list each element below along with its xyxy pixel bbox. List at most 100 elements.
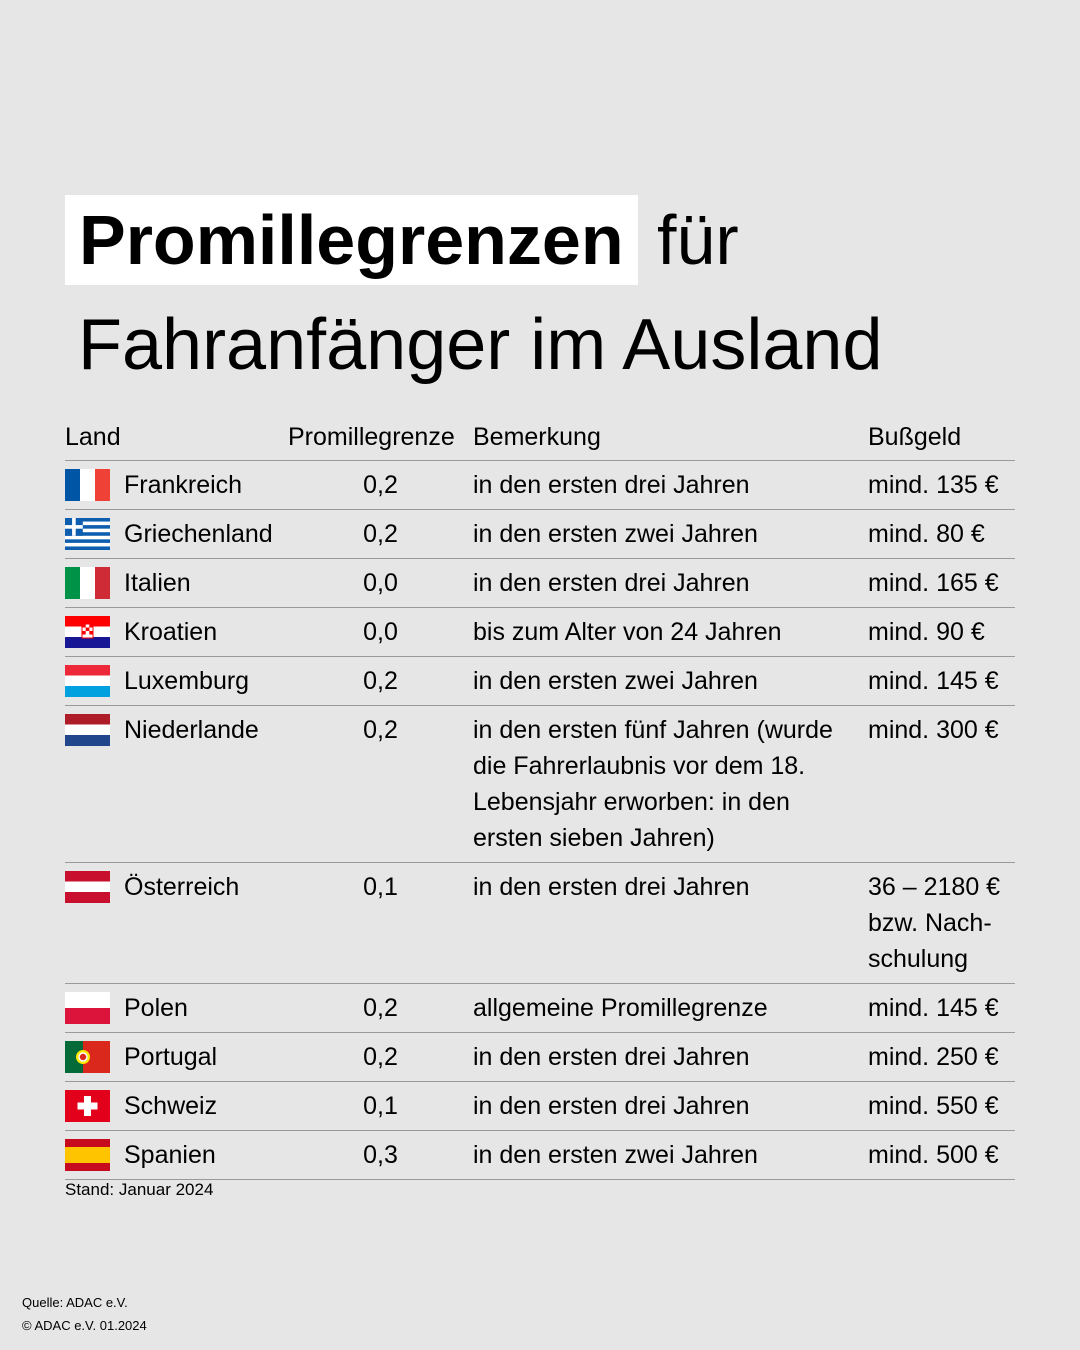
cell: 0,0 (288, 608, 473, 657)
cell-text: in den ersten drei Jahren (473, 471, 750, 499)
flag-part (82, 631, 86, 635)
header-row: Land Promillegrenze Bemerkung Bußgeld (65, 414, 1015, 461)
country-name: Spanien (124, 1141, 216, 1169)
source: Quelle: ADAC e.V. © ADAC e.V. 01.2024 (22, 1291, 147, 1337)
cell: mind. 145 € (868, 984, 1015, 1033)
flag-part (82, 624, 86, 628)
country: Polen (65, 990, 288, 1026)
cell-text: 0,2 (363, 520, 398, 548)
country-name: Luxemburg (124, 667, 250, 695)
cell: 0,1 (288, 863, 473, 984)
table-body: Frankreich 0,2 in den ersten drei Jahren mi… (65, 461, 1015, 1180)
country-name: Italien (124, 569, 191, 597)
flag (65, 518, 110, 550)
cell-text: 0,2 (363, 1043, 398, 1071)
cell-text: mind. 165 € (868, 569, 999, 597)
flag-part (65, 525, 83, 529)
title: Promillegrenzen für (65, 195, 739, 285)
flag-part (65, 616, 110, 627)
country-name: Griechenland (124, 520, 273, 548)
flag-part (65, 521, 110, 526)
column-header: Promillegrenze (288, 423, 455, 451)
table-row: Polen 0,2 allgemeine Promillegrenze mind. 1… (65, 984, 1015, 1033)
cell-text: mind. 80 € (868, 520, 985, 548)
cell: mind. 90 € (868, 608, 1015, 657)
table-row: Schweiz 0,1 in den ersten drei Jahren mind.… (65, 1082, 1015, 1131)
flag-part (65, 1139, 110, 1147)
table-row: Spanien 0,3 in den ersten zwei Jahren mind.… (65, 1131, 1015, 1180)
cell-text: 0,2 (363, 716, 398, 744)
country-name: Schweiz (124, 1092, 218, 1120)
cell-text: 0,2 (363, 471, 398, 499)
cell-text: mind. 145 € (868, 994, 999, 1022)
flag-part (95, 469, 110, 501)
country-name: Kroatien (124, 618, 218, 646)
flag (65, 616, 110, 648)
cell: Portugal (65, 1033, 288, 1082)
cell: Spanien (65, 1131, 288, 1180)
country: Italien (65, 565, 288, 601)
flag-part (89, 624, 93, 628)
table-row: Griechenland 0,2 in den ersten zwei Jahren… (65, 510, 1015, 559)
cell: mind. 550 € (868, 1082, 1015, 1131)
cell: 0,2 (288, 1033, 473, 1082)
cell-text: 0,0 (363, 569, 398, 597)
cell: 0,2 (288, 984, 473, 1033)
cell-text: mind. 145 € (868, 667, 999, 695)
flag (65, 1041, 110, 1073)
cell: Österreich (65, 863, 288, 984)
cell-text: in den ersten drei Jahren (473, 873, 750, 901)
cell: Polen (65, 984, 288, 1033)
flag-part (65, 714, 110, 725)
column-header: Bemerkung (473, 423, 601, 451)
flag-part (65, 535, 110, 540)
cell-text: 0,2 (363, 667, 398, 695)
cell: mind. 80 € (868, 510, 1015, 559)
cell-text: mind. 135 € (868, 471, 999, 499)
country: Luxemburg (65, 663, 288, 699)
flag-part (80, 469, 95, 501)
flag-part (65, 892, 110, 903)
cell: mind. 250 € (868, 1033, 1015, 1082)
table-row: Kroatien 0,0 bis zum Alter von 24 Jahren mi… (65, 608, 1015, 657)
copyright: © ADAC e.V. 01.2024 (22, 1318, 147, 1333)
flag (65, 567, 110, 599)
column-header: Land (65, 423, 121, 451)
flag-part (65, 1041, 83, 1073)
cell: in den ersten zwei Jahren (473, 1131, 868, 1180)
country: Niederlande (65, 712, 288, 748)
flag-part (65, 567, 80, 599)
country-name: Portugal (124, 1043, 218, 1071)
cell: Niederlande (65, 706, 288, 863)
table-row: Niederlande 0,2 in den ersten fünf Jahren … (65, 706, 1015, 863)
cell: in den ersten zwei Jahren (473, 657, 868, 706)
country: Griechenland (65, 516, 288, 552)
cell: 0,3 (288, 1131, 473, 1180)
flag-part (65, 542, 110, 547)
cell: mind. 500 € (868, 1131, 1015, 1180)
cell-text: mind. 300 € (868, 716, 999, 744)
flag-part (65, 992, 110, 1008)
flag-part (95, 567, 110, 599)
country: Frankreich (65, 467, 288, 503)
cell: in den ersten zwei Jahren (473, 510, 868, 559)
flag-part (65, 637, 110, 648)
cell-text: 0,1 (363, 873, 398, 901)
cell: in den ersten drei Jahren (473, 1082, 868, 1131)
country-name: Österreich (124, 873, 240, 901)
column-header: Bußgeld (868, 423, 962, 451)
cell: in den ersten drei Jahren (473, 1033, 868, 1082)
flag-part (78, 1052, 88, 1062)
cell: Schweiz (65, 1082, 288, 1131)
cell: Griechenland (65, 510, 288, 559)
country-name: Niederlande (124, 716, 259, 744)
cell-text: 0,2 (363, 994, 398, 1022)
flag-part (65, 1163, 110, 1171)
flag-part (65, 675, 110, 687)
cell: Frankreich (65, 461, 288, 510)
flag (65, 992, 110, 1024)
cell-text: in den ersten fünf Jahren (wurde die Fah… (473, 716, 833, 852)
cell: bis zum Alter von 24 Jahren (473, 608, 868, 657)
cell: Kroatien (65, 608, 288, 657)
